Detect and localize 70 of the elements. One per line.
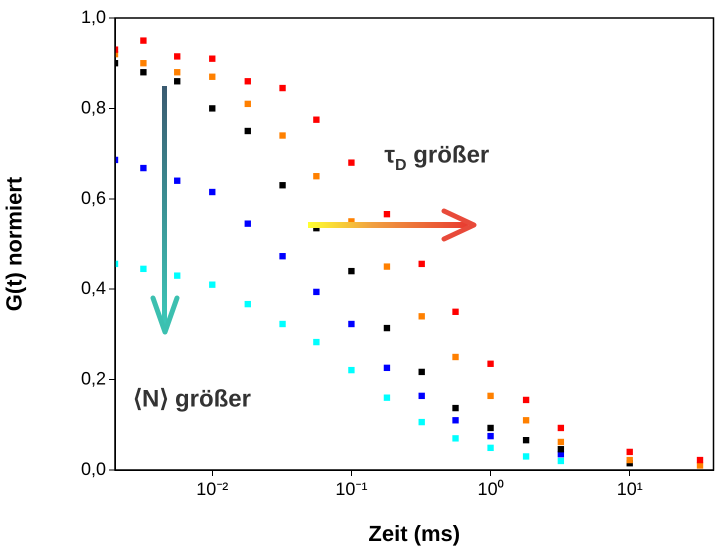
point — [244, 78, 251, 84]
point — [384, 324, 390, 332]
point — [244, 128, 251, 134]
y-tick-label: 0,4 — [80, 278, 106, 298]
point — [418, 418, 425, 426]
point — [384, 263, 390, 270]
y-tick-label: 0,8 — [80, 97, 106, 118]
point — [174, 53, 180, 60]
y-tick-label: 0,2 — [80, 368, 106, 389]
point — [452, 435, 459, 442]
point — [348, 159, 355, 166]
point — [487, 432, 494, 440]
point — [558, 458, 564, 464]
x-axis-title: Zeit (ms) — [368, 520, 460, 546]
point — [487, 444, 494, 452]
point — [174, 178, 180, 184]
point — [244, 100, 251, 108]
x-tick-label: 10¹ — [616, 478, 643, 499]
point — [174, 272, 180, 279]
annotation: ⟨N⟩ größer — [132, 386, 251, 413]
point — [209, 282, 216, 288]
point — [174, 69, 180, 76]
point — [348, 320, 355, 328]
point — [418, 392, 425, 400]
point — [140, 266, 147, 272]
point — [279, 182, 286, 188]
point — [209, 56, 216, 62]
point — [522, 396, 530, 404]
point — [384, 364, 390, 372]
point — [313, 288, 320, 296]
point — [522, 453, 530, 460]
point — [384, 210, 390, 218]
point — [418, 368, 425, 376]
point — [418, 260, 425, 268]
x-tick-label: 10⁻² — [196, 478, 228, 499]
point — [209, 105, 216, 112]
point — [279, 253, 286, 260]
point — [209, 74, 216, 80]
y-tick-label: 1,0 — [80, 6, 106, 27]
point — [452, 404, 459, 412]
point — [522, 417, 530, 424]
point — [174, 78, 180, 84]
point — [313, 338, 320, 346]
point — [452, 308, 459, 315]
point — [348, 366, 355, 374]
point — [558, 424, 564, 432]
point — [487, 360, 494, 367]
point — [209, 188, 216, 196]
point — [384, 394, 390, 401]
point — [348, 268, 355, 274]
point — [487, 424, 494, 432]
point — [140, 164, 147, 172]
point — [487, 392, 494, 400]
point — [313, 116, 320, 123]
point — [452, 417, 459, 424]
x-tick-label: 10⁰ — [478, 478, 504, 499]
point — [140, 69, 147, 76]
point — [244, 220, 251, 227]
point — [558, 438, 564, 446]
point — [418, 313, 425, 320]
y-axis-title: G(t) normiert — [1, 176, 26, 312]
point — [140, 37, 147, 44]
point — [522, 436, 530, 444]
x-tick-label: 10⁻¹ — [335, 478, 368, 499]
y-tick-label: 0,6 — [80, 188, 106, 208]
point — [313, 173, 320, 180]
point — [244, 300, 251, 308]
y-tick-label: 0,0 — [80, 458, 106, 479]
point — [140, 60, 147, 66]
point — [558, 446, 564, 452]
